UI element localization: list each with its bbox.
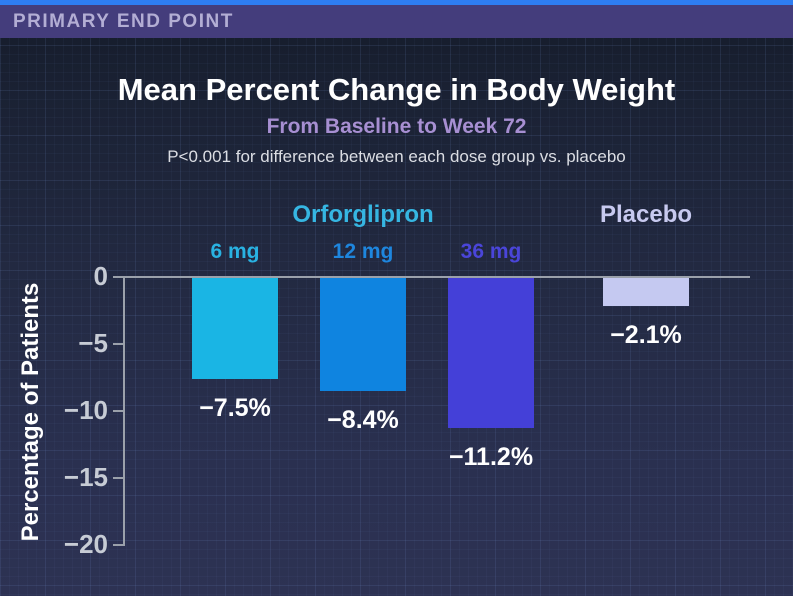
header-title: PRIMARY END POINT bbox=[13, 10, 234, 32]
y-tick-label: −15 bbox=[63, 462, 108, 492]
y-tick-label: −10 bbox=[63, 395, 108, 425]
pvalue-note: P<0.001 for difference between each dose… bbox=[167, 147, 626, 166]
chart-title: Mean Percent Change in Body Weight bbox=[117, 72, 676, 107]
dose-label: 12 mg bbox=[332, 240, 394, 263]
bar-value-label: −8.4% bbox=[327, 406, 399, 434]
y-tick-mark bbox=[113, 410, 124, 412]
y-tick-mark bbox=[113, 477, 124, 479]
dose-label: 6 mg bbox=[210, 240, 260, 263]
y-tick-label: −5 bbox=[78, 328, 108, 358]
zero-baseline bbox=[123, 276, 750, 278]
bar-12-mg bbox=[320, 278, 406, 391]
group-label-orforglipron: Orforglipron bbox=[292, 201, 434, 228]
bar-value-label: −2.1% bbox=[610, 321, 682, 349]
y-tick-mark bbox=[113, 276, 124, 278]
y-tick-label: −20 bbox=[63, 529, 108, 559]
y-tick-mark bbox=[113, 343, 124, 345]
group-label-placebo: Placebo bbox=[599, 201, 693, 228]
y-tick-label: 0 bbox=[93, 261, 108, 291]
bar-6-mg bbox=[192, 278, 278, 379]
chart-subtitle: From Baseline to Week 72 bbox=[266, 115, 527, 138]
bar-value-label: −11.2% bbox=[448, 443, 534, 471]
header-band: PRIMARY END POINT bbox=[0, 5, 793, 38]
dose-label: 36 mg bbox=[460, 240, 522, 263]
top-accent-strip bbox=[0, 0, 793, 5]
y-axis-line bbox=[123, 276, 125, 546]
bar-value-label: −7.5% bbox=[199, 394, 271, 422]
bar-36-mg bbox=[448, 278, 534, 428]
y-tick-mark bbox=[113, 544, 124, 546]
bar-placebo bbox=[603, 278, 689, 306]
